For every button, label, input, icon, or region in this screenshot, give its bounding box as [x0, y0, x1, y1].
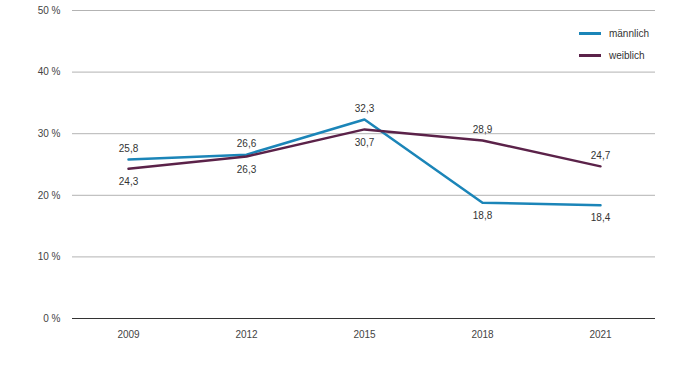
svg-text:0 %: 0 % [43, 313, 60, 324]
svg-text:18,4: 18,4 [591, 212, 611, 223]
svg-text:2015: 2015 [353, 329, 376, 340]
svg-text:25,8: 25,8 [119, 143, 139, 154]
svg-text:2018: 2018 [471, 329, 494, 340]
svg-text:2012: 2012 [235, 329, 258, 340]
svg-text:30,7: 30,7 [355, 137, 375, 148]
html-text:männlich: männlich [609, 27, 649, 39]
svg-text:2021: 2021 [589, 329, 612, 340]
svg-text:24,3: 24,3 [119, 176, 139, 187]
html-text:weiblich: weiblich [609, 49, 645, 61]
svg-text:2009: 2009 [117, 329, 140, 340]
svg-text:32,3: 32,3 [355, 103, 375, 114]
svg-text:18,8: 18,8 [473, 210, 493, 221]
svg-text:50 %: 50 % [38, 5, 61, 16]
svg-text:10 %: 10 % [38, 251, 61, 262]
svg-text:28,9: 28,9 [473, 124, 493, 135]
svg-text:20 %: 20 % [38, 190, 61, 201]
svg-text:40 %: 40 % [38, 66, 61, 77]
svg-text:30 %: 30 % [38, 128, 61, 139]
svg-text:24,7: 24,7 [591, 150, 611, 161]
svg-text:26,3: 26,3 [237, 164, 257, 175]
svg-text:26,6: 26,6 [237, 138, 257, 149]
